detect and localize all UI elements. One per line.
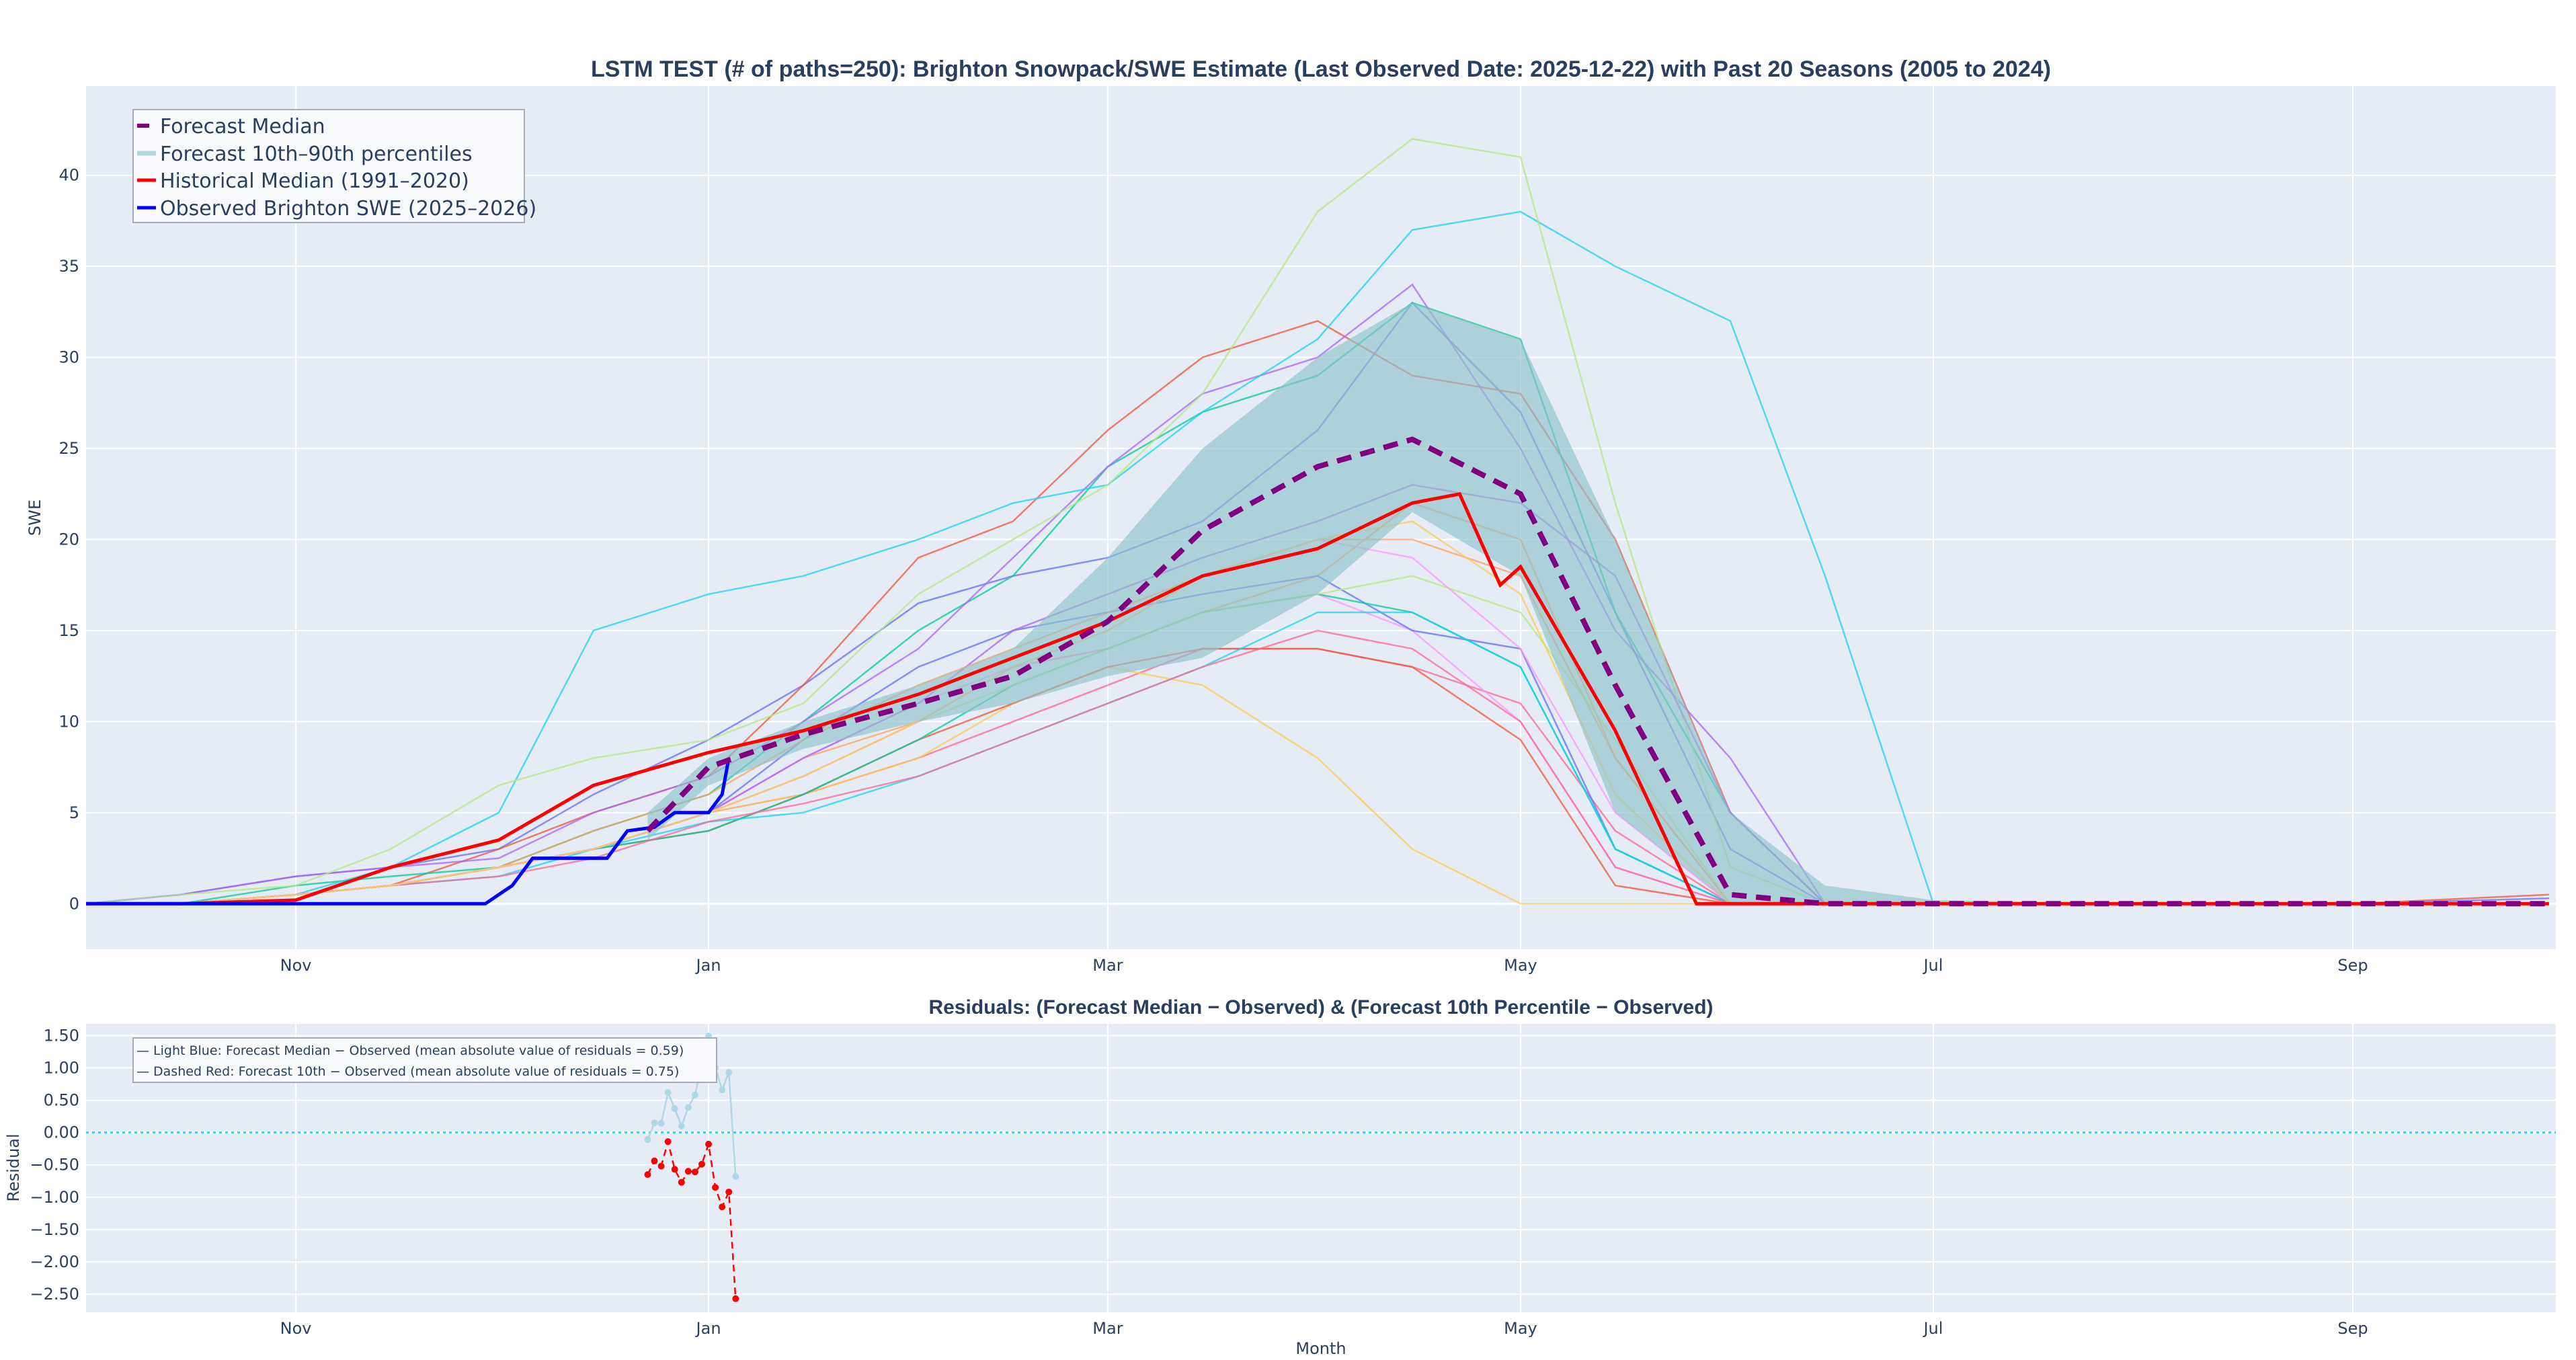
residual-y-tick-label: 0.50 <box>44 1091 79 1110</box>
residual-y-tick-label: −2.00 <box>30 1252 79 1271</box>
residual-p10-point <box>712 1184 719 1191</box>
residual-median-point <box>664 1088 672 1096</box>
forecast-median-line <box>645 436 2549 907</box>
residual-median-point <box>651 1119 658 1127</box>
main-x-tick-label: Jan <box>695 956 721 975</box>
residual-p10-point <box>644 1171 651 1178</box>
main-y-tick-label: 0 <box>69 894 79 913</box>
residual-legend-box <box>132 1037 717 1083</box>
main-x-tick-label: Jul <box>1922 956 1943 975</box>
residual-x-tick-label: Jul <box>1922 1319 1943 1338</box>
residual-plot-marks <box>86 1033 2556 1302</box>
residual-y-tick-label: 1.00 <box>44 1058 79 1077</box>
main-x-tick-label: Nov <box>280 956 312 975</box>
residual-legend-median[interactable]: — Light Blue: Forecast Median − Observed… <box>136 1043 684 1058</box>
residual-y-tick-label: −1.00 <box>30 1188 79 1207</box>
main-x-tick-label: May <box>1504 956 1537 975</box>
residual-gridlines <box>86 1024 2556 1312</box>
main-y-tick-label: 35 <box>58 257 79 276</box>
residual-p10-point <box>671 1166 678 1173</box>
main-legend-box <box>132 109 525 223</box>
residual-median-point <box>678 1122 685 1129</box>
main-y-tick-label: 15 <box>58 621 79 640</box>
main-legend: Forecast Median Forecast 10th–90th perce… <box>132 109 536 223</box>
main-y-tick-label: 30 <box>58 348 79 367</box>
residual-p10-point <box>678 1178 685 1186</box>
residual-median-point <box>644 1136 651 1144</box>
residual-median-point <box>657 1120 665 1127</box>
residual-x-tick-label: Jan <box>695 1319 721 1338</box>
legend-label-forecast-band[interactable]: Forecast 10th–90th percentiles <box>160 143 473 166</box>
residual-y-tick-label: 0.00 <box>44 1123 79 1142</box>
residual-p10-point <box>657 1162 665 1170</box>
residual-y-axis-title: Residual <box>4 1133 23 1201</box>
main-y-tick-label: 40 <box>58 166 79 185</box>
residual-chart-title: Residuals: (Forecast Median − Observed) … <box>928 996 1713 1018</box>
residual-p10-point <box>719 1203 726 1211</box>
residual-legend-p10[interactable]: — Dashed Red: Forecast 10th − Observed (… <box>136 1064 679 1079</box>
residual-x-tick-label: Nov <box>280 1319 312 1338</box>
residual-tick-labels: Nov Jan Mar May Jul Sep 1.50 1.00 0.50 0.00 −0.50 −… <box>30 1026 2368 1338</box>
residual-p10-point <box>698 1160 705 1168</box>
legend-label-historical-median[interactable]: Historical Median (1991–2020) <box>160 169 469 193</box>
main-y-axis-title: SWE <box>26 499 44 536</box>
residual-median-point <box>671 1105 678 1113</box>
residual-median-point <box>684 1104 692 1111</box>
residual-p10-point <box>732 1295 739 1302</box>
residual-median-point <box>732 1173 739 1181</box>
residual-p10-point <box>684 1168 692 1175</box>
residual-p10-point <box>691 1168 698 1176</box>
residual-median-point <box>719 1086 726 1094</box>
main-plot-marks <box>85 138 2549 907</box>
main-x-tick-label: Mar <box>1092 956 1123 975</box>
residual-y-tick-label: −2.50 <box>30 1285 79 1304</box>
main-y-tick-label: 5 <box>69 803 79 822</box>
residual-x-tick-label: May <box>1504 1319 1537 1338</box>
main-tick-labels: Nov Jan Mar May Jul Sep 0 5 10 15 20 25 30 35 40 <box>58 166 2368 975</box>
past-season-line-6 <box>86 210 2549 905</box>
forecast-percentile-band <box>647 303 2549 904</box>
residual-p10-point <box>705 1140 713 1148</box>
residual-y-tick-label: −1.50 <box>30 1220 79 1239</box>
residual-x-tick-label: Mar <box>1092 1319 1123 1338</box>
observed-swe-line <box>86 758 731 906</box>
residual-x-tick-label: Sep <box>2337 1319 2368 1338</box>
historical-median-line <box>86 491 2549 906</box>
residual-p10-line <box>647 1138 737 1299</box>
residual-legend: — Light Blue: Forecast Median − Observed… <box>132 1037 717 1083</box>
residual-p10-point <box>651 1157 658 1164</box>
residual-median-point <box>725 1069 733 1076</box>
legend-label-forecast-median[interactable]: Forecast Median <box>160 115 325 138</box>
residual-p10-point <box>725 1189 733 1196</box>
residual-y-tick-label: 1.50 <box>44 1026 79 1045</box>
residual-p10-point <box>664 1138 672 1146</box>
x-axis-title: Month <box>1295 1339 1346 1358</box>
legend-label-observed[interactable]: Observed Brighton SWE (2025–2026) <box>160 197 536 221</box>
residual-median-line <box>647 1036 737 1177</box>
residual-y-tick-label: −0.50 <box>30 1156 79 1174</box>
residual-median-point <box>691 1091 698 1098</box>
main-x-tick-label: Sep <box>2337 956 2368 975</box>
main-y-tick-label: 25 <box>58 439 79 458</box>
main-y-tick-label: 20 <box>58 530 79 549</box>
main-chart-title: LSTM TEST (# of paths=250): Brighton Sno… <box>591 56 2051 82</box>
main-y-tick-label: 10 <box>58 712 79 731</box>
